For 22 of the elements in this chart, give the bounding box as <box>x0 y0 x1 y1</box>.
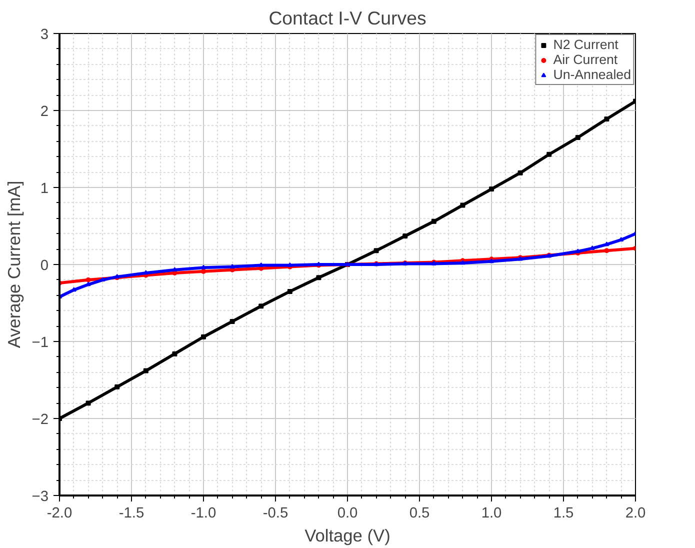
y-tick-label: 0 <box>40 258 49 274</box>
legend-label: Air Current <box>553 52 618 67</box>
x-tick-label: 2.0 <box>625 506 646 522</box>
legend-label: Un-Annealed <box>553 67 631 82</box>
x-tick-label: 0.0 <box>337 506 358 522</box>
y-tick-label: −3 <box>32 489 49 505</box>
y-tick-label: 1 <box>40 181 49 197</box>
chart-title: Contact I-V Curves <box>268 8 426 28</box>
y-tick-label: −1 <box>32 335 49 351</box>
x-tick-label: 1.0 <box>481 506 502 522</box>
y-tick-label: 3 <box>40 27 49 43</box>
x-tick-label: -2.0 <box>46 506 72 522</box>
x-tick-label: -1.0 <box>190 506 216 522</box>
x-tick-label: -1.5 <box>118 506 144 522</box>
x-axis-title: Voltage (V) <box>304 526 390 546</box>
y-axis-title: Average Current [mA] <box>4 180 24 348</box>
x-tick-label: -0.5 <box>262 506 288 522</box>
legend-label: N2 Current <box>553 37 618 52</box>
y-tick-label: 2 <box>40 104 49 120</box>
x-tick-label: 0.5 <box>409 506 430 522</box>
y-tick-label: −2 <box>32 412 49 428</box>
x-tick-label: 1.5 <box>553 506 574 522</box>
